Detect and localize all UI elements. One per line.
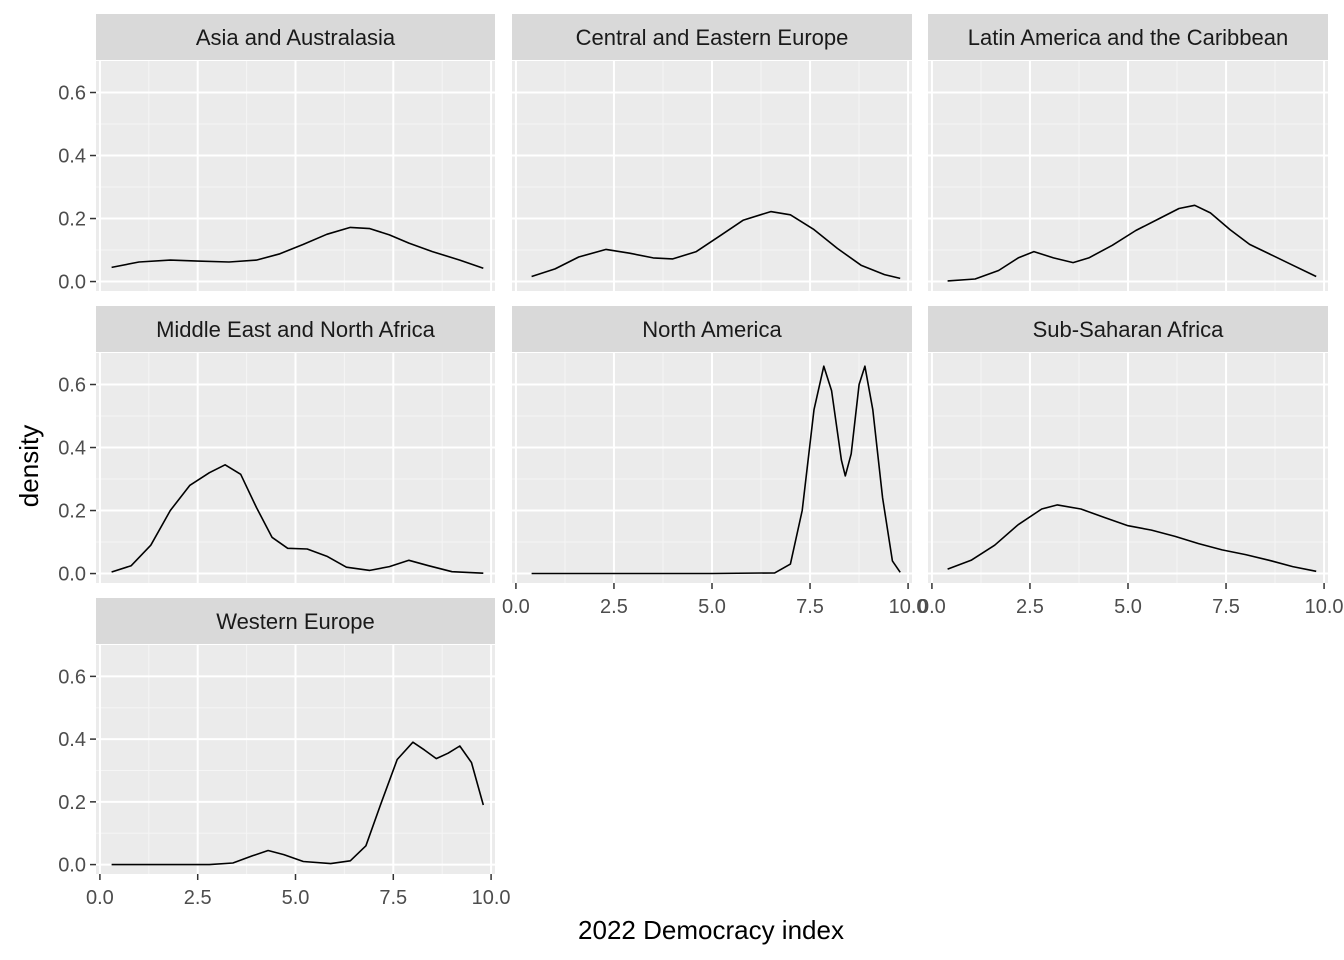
density-line-central-and-eastern-europe [531, 210, 901, 280]
facet-title: Asia and Australasia [196, 25, 396, 50]
y-tick-label: 0.2 [58, 209, 86, 231]
facet-strip [928, 14, 1328, 60]
x-tick-label: 0.0 [918, 596, 946, 618]
facet-asia-and-australasia: Asia and Australasia 0.0 0.2 0.4 0.6 [58, 14, 495, 294]
density-line-sub-saharan-africa [947, 504, 1317, 573]
x-tick-label: 2.5 [600, 596, 628, 618]
x-tick-label: 10.0 [1305, 596, 1344, 618]
y-tick-label: 0.0 [58, 272, 86, 294]
y-tick-label: 0.6 [58, 666, 86, 688]
facet-strip [96, 598, 495, 644]
facet-strip [928, 306, 1328, 352]
y-tick-label: 0.6 [58, 83, 86, 105]
facet-panels: Asia and Australasia 0.0 0.2 0.4 0.6 Central … [58, 14, 1344, 909]
x-tick-label: 0.0 [502, 596, 530, 618]
facet-strip [96, 306, 495, 352]
x-tick-label: 5.0 [1114, 596, 1142, 618]
x-axis-title: 2022 Democracy index [578, 915, 844, 945]
y-tick-label: 0.6 [58, 375, 86, 397]
facet-strip [96, 14, 495, 60]
x-tick-label: 2.5 [184, 887, 212, 909]
density-line-asia-and-australasia [111, 226, 484, 270]
x-tick-label: 7.5 [379, 887, 407, 909]
facet-north-america: North America 0.0 2.5 5.0 7.5 10.0 [502, 306, 928, 618]
facet-title: Latin America and the Caribbean [968, 25, 1288, 50]
y-tick-label: 0.4 [58, 729, 86, 751]
facet-title: Sub-Saharan Africa [1033, 317, 1225, 342]
x-tick-label: 2.5 [1016, 596, 1044, 618]
facet-title: North America [642, 317, 782, 342]
x-tick-label: 5.0 [282, 887, 310, 909]
x-tick-label: 7.5 [796, 596, 824, 618]
y-tick-label: 0.2 [58, 792, 86, 814]
y-tick-label: 0.0 [58, 564, 86, 586]
x-tick-label: 10.0 [889, 596, 928, 618]
density-line-western-europe [111, 741, 485, 866]
density-line-latin-america-and-the-caribbean [947, 204, 1317, 282]
facet-central-and-eastern-europe: Central and Eastern Europe [512, 14, 912, 291]
facet-western-europe: Western Europe 0.0 0.2 0.4 0.6 0.0 2.5 5.0 7.5 10… [58, 598, 511, 909]
facet-strip [512, 14, 912, 60]
x-tick-label: 7.5 [1212, 596, 1240, 618]
facet-title: Central and Eastern Europe [576, 25, 849, 50]
x-tick-label: 0.0 [86, 887, 114, 909]
x-tick-label: 5.0 [698, 596, 726, 618]
y-tick-label: 0.2 [58, 501, 86, 523]
facet-middle-east-and-north-africa: Middle East and North Africa 0.0 0.2 0.4 0.6 [58, 306, 495, 586]
y-tick-label: 0.4 [58, 438, 86, 460]
y-tick-label: 0.0 [58, 855, 86, 877]
density-line-north-america [531, 365, 901, 575]
facet-title: Western Europe [216, 609, 375, 634]
facet-strip [512, 306, 912, 352]
y-axis-title: density [14, 425, 44, 507]
y-tick-label: 0.4 [58, 146, 86, 168]
facet-title: Middle East and North Africa [156, 317, 436, 342]
density-line-middle-east-and-north-africa [111, 464, 484, 574]
x-tick-label: 10.0 [472, 887, 511, 909]
facet-latin-america-and-the-caribbean: Latin America and the Caribbean [928, 14, 1328, 291]
facet-sub-saharan-africa: Sub-Saharan Africa 0.0 2.5 5.0 7.5 10.0 [918, 306, 1344, 618]
